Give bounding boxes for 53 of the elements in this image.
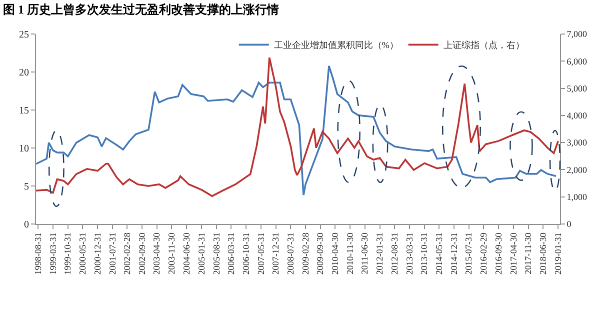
x-tick-label: 1998-08-31 [33, 232, 44, 275]
x-tick-label: 2009-02-28 [300, 232, 310, 275]
x-tick-label: 2003-04-30 [152, 232, 162, 275]
legend-label: 工业企业增加值累积同比（%） [274, 40, 398, 50]
x-tick-label: 2000-05-31 [78, 232, 88, 275]
y-tick-label: 10 [19, 144, 29, 154]
x-tick-label: 2008-07-31 [286, 232, 296, 275]
x-tick-label: 2013-10-31 [419, 232, 430, 275]
x-tick-label: 2016-02-29 [478, 232, 489, 275]
x-tick-label: 2002-09-30 [136, 232, 147, 275]
x-tick-label: 2014-12-31 [448, 232, 459, 275]
x-tick-label: 2012-01-31 [374, 232, 385, 275]
x-tick-label: 1999-03-31 [48, 232, 58, 275]
x-tick-label: 2009-09-30 [315, 232, 326, 275]
x-tick-label: 2019-01-31 [552, 232, 563, 275]
x-tick-label: 2006-03-31 [226, 232, 236, 275]
x-tick-label: 2007-12-31 [270, 232, 281, 275]
chart-title: 图 1 历史上曾多次发生过无盈利改善支撑的上涨行情 [3, 2, 279, 16]
x-tick-label: 2014-05-31 [434, 232, 444, 275]
x-tick-label: 2000-12-31 [92, 232, 102, 275]
x-tick-label: 2002-02-28 [122, 232, 132, 275]
y2-tick-label: 1,000 [566, 192, 588, 202]
y2-tick-label: 6,000 [566, 56, 588, 66]
legend-label: 上证综指（点，右） [443, 40, 524, 50]
y2-tick-label: 5,000 [566, 83, 588, 94]
y2-tick-label: 2,000 [566, 164, 588, 175]
x-tick-label: 1999-10-31 [62, 232, 73, 275]
y-tick-label: 20 [19, 68, 29, 78]
x-tick-label: 2017-11-30 [523, 232, 534, 274]
x-tick-label: 2016-09-30 [494, 232, 504, 275]
y-tick-label: 25 [19, 30, 29, 40]
x-tick-label: 2004-06-30 [182, 232, 192, 275]
x-tick-label: 2005-08-31 [211, 232, 222, 275]
y2-tick-label: 3,000 [566, 138, 588, 148]
x-tick-label: 2017-04-30 [508, 232, 518, 275]
x-tick-label: 2011-06-30 [360, 232, 370, 274]
x-tick-label: 2010-11-30 [344, 232, 355, 274]
x-tick-label: 2006-10-31 [240, 232, 251, 275]
x-tick-label: 2018-06-30 [538, 232, 548, 275]
y-tick-label: 0 [24, 220, 29, 230]
x-tick-label: 2012-08-31 [390, 232, 400, 275]
x-tick-label: 2015-07-31 [464, 232, 474, 275]
x-tick-label: 2013-03-31 [404, 232, 414, 275]
x-tick-label: 2001-07-31 [107, 232, 118, 275]
x-tick-label: 2005-01-31 [196, 232, 207, 275]
x-tick-label: 2007-05-31 [256, 232, 266, 275]
y-tick-label: 5 [24, 182, 29, 192]
y-tick-label: 15 [19, 106, 29, 116]
y2-tick-label: 7,000 [566, 29, 588, 40]
y2-tick-label: 0 [566, 219, 572, 230]
y2-tick-label: 4,000 [566, 110, 588, 121]
x-tick-label: 2003-11-30 [166, 232, 177, 274]
x-tick-label: 2010-04-30 [330, 232, 340, 275]
